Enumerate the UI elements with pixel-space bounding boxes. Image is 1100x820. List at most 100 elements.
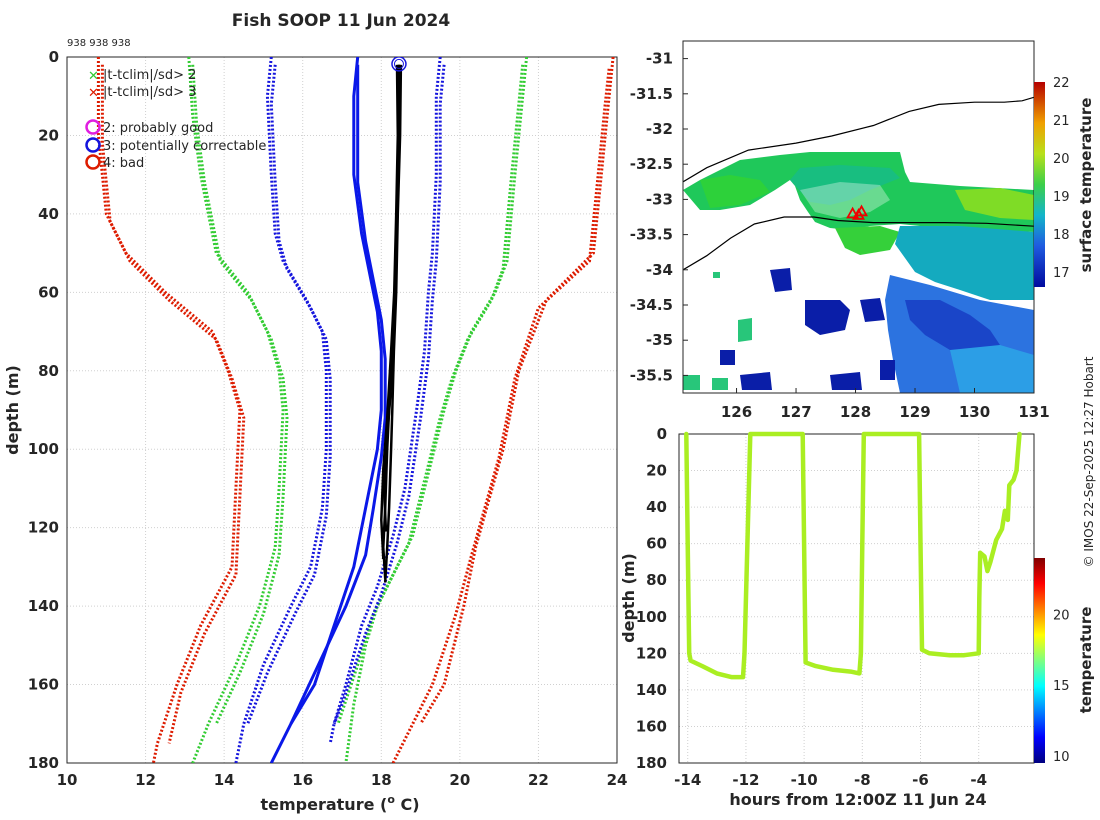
map-x-tick-label: 129: [899, 403, 930, 421]
ts-y-tick-label: 120: [636, 644, 667, 662]
coastline-lower: [683, 216, 1034, 271]
map-colorbar-tick-label: 21: [1053, 114, 1070, 129]
climatology-line: [336, 64, 525, 725]
x-tick-label: 16: [292, 771, 313, 789]
map-colorbar-tick-label: 19: [1053, 190, 1070, 205]
map-y-tick-label: -31.5: [630, 85, 673, 103]
map-ticks: 126 127 128 129 130 131 -31 -31.5 -32 -32.5 -33 -33…: [630, 50, 1050, 421]
map-x-tick-label: 130: [959, 403, 990, 421]
y-tick-label: 0: [49, 48, 59, 66]
y-tick-label: 140: [28, 597, 59, 615]
map-sst-yellowgreen: [955, 188, 1034, 220]
y-tick-label: 60: [38, 283, 59, 301]
ts-y-tick-label: 20: [646, 462, 667, 480]
y-tick-label: 20: [38, 126, 59, 144]
legend-circle-magenta-icon: [85, 119, 101, 135]
y-tick-label: 80: [38, 362, 59, 380]
map-markers: [846, 204, 869, 220]
ts-x-tick-label: -4: [970, 771, 987, 789]
map-x-tick-label: 127: [780, 403, 811, 421]
climatology-line: [187, 57, 285, 763]
legend-cross-red-icon: ✕: [88, 86, 99, 101]
map-sst-deep-blue: [905, 300, 1000, 355]
map-colorbar: [1034, 82, 1045, 287]
map-y-tick-label: -33: [646, 190, 673, 208]
climatology-mean-line: [289, 64, 387, 725]
y-tick-label: 100: [28, 440, 59, 458]
ts-colorbar-tick-label: 15: [1053, 679, 1070, 694]
ts-y-tick-label: 140: [636, 681, 667, 699]
map-y-tick-label: -32: [646, 120, 673, 138]
legend-flag-3sd: |t-tclim|/sd> 3: [103, 85, 196, 100]
x-tick-label: 22: [528, 771, 549, 789]
ts-y-tick-label: 180: [636, 754, 667, 772]
map-y-tick-label: -31: [646, 50, 673, 68]
map-y-tick-label: -34: [646, 261, 673, 279]
quality-flag-marker: [391, 57, 407, 72]
map-colorbar-ticks: 17 18 19 20 21 22: [1053, 76, 1070, 281]
map-colorbar-tick-label: 22: [1053, 76, 1070, 91]
climatology-line: [234, 57, 328, 763]
ts-x-tick-label: -6: [912, 771, 929, 789]
climatology-mean-line: [269, 57, 383, 763]
x-tick-label: 10: [57, 771, 78, 789]
ts-y-tick-label: 160: [636, 717, 667, 735]
climatology-line: [419, 57, 615, 725]
header-ids: 938 938 938: [67, 38, 131, 49]
y-tick-label: 40: [38, 205, 59, 223]
ts-x-tick-label: -8: [854, 771, 871, 789]
figure-title: Fish SOOP 11 Jun 2024: [232, 11, 451, 31]
timeseries-xlabel: hours from 12:00Z 11 Jun 24: [729, 790, 986, 809]
map-x-tick-label: 128: [840, 403, 871, 421]
x-tick-label: 12: [135, 771, 156, 789]
climatology-line: [246, 64, 332, 725]
map-y-tick-label: -35.5: [630, 366, 673, 384]
profile-axes: [66, 56, 618, 764]
ts-y-tick-label: 60: [646, 535, 667, 553]
map-sst-bright-green: [700, 175, 770, 208]
drop-location-marker: [846, 206, 860, 219]
profile-lines: [96, 57, 615, 763]
map-y-tick-label: -32.5: [630, 155, 673, 173]
map-sst-cyan: [895, 226, 1034, 300]
map-sst-lightblue: [950, 345, 1034, 393]
legend-flag-2sd: |t-tclim|/sd> 2: [103, 68, 196, 83]
climatology-line: [332, 64, 446, 725]
x-tick-label: 24: [607, 771, 628, 789]
coastline-upper: [683, 96, 1034, 183]
timeseries-ylabel: depth (m): [619, 553, 638, 643]
legend-circle-red-icon: [85, 154, 101, 170]
y-tick-label: 160: [28, 676, 59, 694]
ts-x-tick-label: -12: [732, 771, 759, 789]
map-colorbar-label: surface temperature: [1077, 98, 1095, 273]
legend-q3: 3: potentially correctable: [103, 139, 266, 154]
map-sst-field: [683, 96, 1034, 393]
legend-cross-green-icon: ✕: [88, 69, 99, 84]
map-colorbar-tick-label: 17: [1053, 266, 1070, 281]
xbt-profile-line: [383, 64, 401, 532]
map-y-tick-label: -34.5: [630, 296, 673, 314]
map-y-tick-label: -33.5: [630, 226, 673, 244]
quality-flag-marker-inner: [393, 58, 404, 69]
drop-location-marker: [851, 208, 866, 220]
climatology-line: [391, 68, 611, 763]
y-tick-label: 120: [28, 519, 59, 537]
legend-q4: 4: bad: [103, 156, 144, 171]
timeseries-colorbar-label: temperature: [1077, 607, 1095, 714]
map-sst-green-south: [835, 226, 900, 255]
profile-legend: ✕ |t-tclim|/sd> 2 ✕ |t-tclim|/sd> 3 2: p…: [85, 68, 266, 171]
timeseries-ticks: -14 -12 -10 -8 -6 -4 0 20 40 60 80 100 120 140 160 180: [636, 425, 987, 789]
climatology-line: [328, 57, 442, 744]
legend-circle-blue-icon: [85, 137, 101, 153]
map-x-tick-label: 126: [721, 403, 752, 421]
legend-q2: 2: probably good: [103, 121, 213, 136]
map-x-tick-label: 131: [1018, 403, 1049, 421]
map-sst-cyan-band: [790, 165, 900, 205]
ts-x-tick-label: -10: [791, 771, 818, 789]
ts-y-tick-label: 100: [636, 608, 667, 626]
ts-y-tick-label: 40: [646, 498, 667, 516]
profile-xlabel: temperature (o C): [260, 793, 419, 814]
ts-y-tick-label: 0: [657, 425, 667, 443]
ts-colorbar-tick-label: 20: [1053, 609, 1070, 624]
